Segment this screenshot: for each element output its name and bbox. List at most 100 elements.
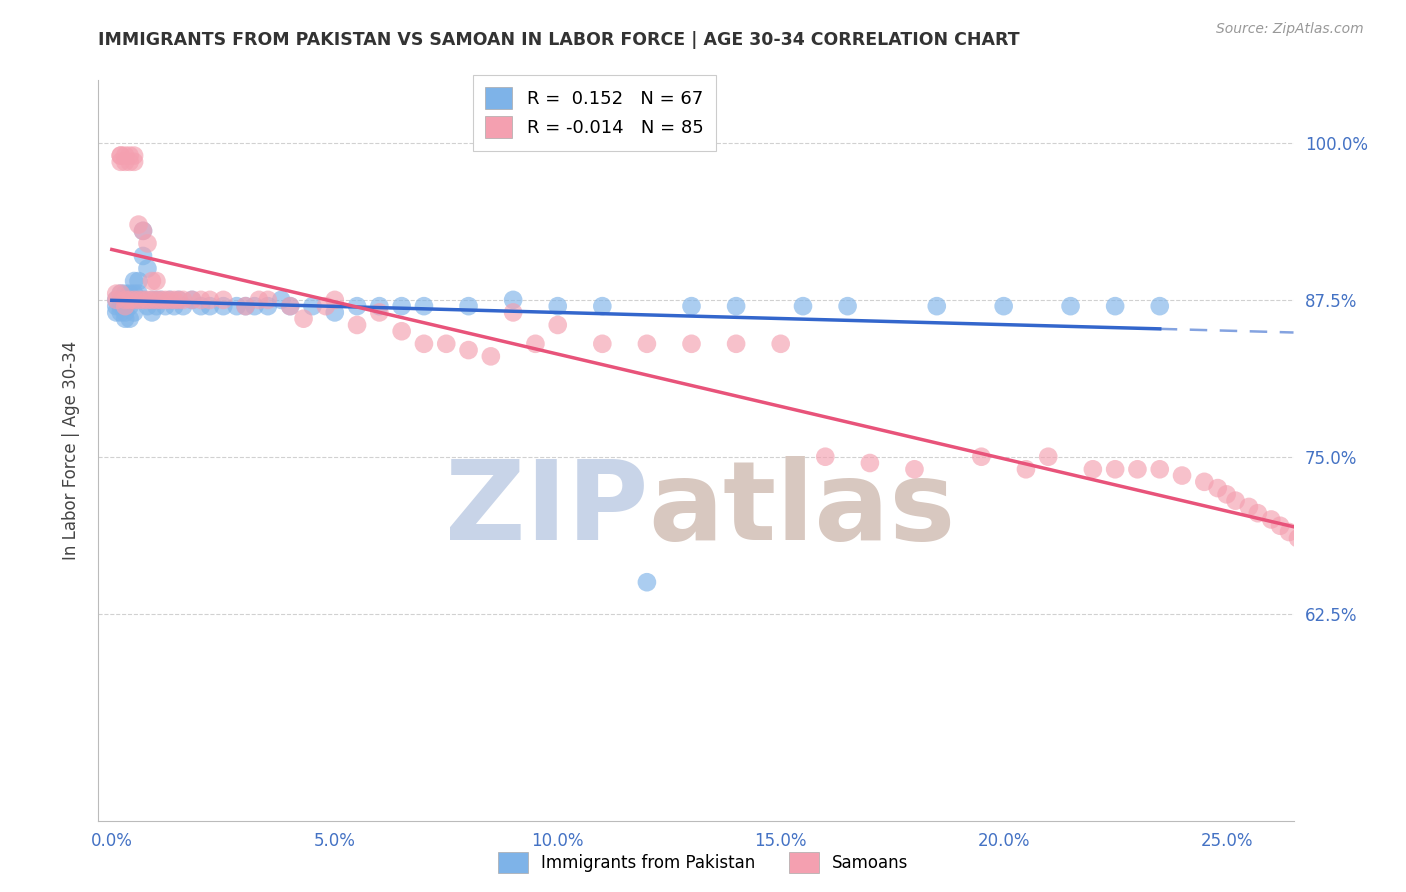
Point [1305, 544, 1327, 558]
Point [110, 154, 132, 169]
Point [391, 324, 413, 338]
Point [814, 450, 837, 464]
Point [122, 293, 145, 307]
Point [1015, 462, 1038, 476]
Point [457, 343, 479, 357]
Point [1149, 462, 1171, 476]
Point [110, 148, 132, 162]
Point [315, 299, 337, 313]
Point [114, 148, 136, 162]
Point [114, 299, 136, 313]
Point [149, 293, 172, 307]
Point [110, 286, 132, 301]
Point [1038, 450, 1060, 464]
Point [591, 299, 613, 313]
Point [301, 299, 323, 313]
Point [159, 293, 181, 307]
Point [132, 293, 155, 307]
Point [145, 299, 167, 313]
Point [118, 293, 141, 307]
Point [172, 299, 194, 313]
Point [141, 274, 163, 288]
Point [323, 293, 346, 307]
Y-axis label: In Labor Force | Age 30-34: In Labor Force | Age 30-34 [62, 341, 80, 560]
Point [547, 299, 569, 313]
Text: atlas: atlas [648, 456, 956, 563]
Point [212, 293, 235, 307]
Point [114, 311, 136, 326]
Point [155, 293, 177, 307]
Point [636, 336, 658, 351]
Point [114, 305, 136, 319]
Point [163, 299, 186, 313]
Point [681, 299, 703, 313]
Point [1126, 462, 1149, 476]
Point [1206, 481, 1229, 495]
Point [1059, 299, 1081, 313]
Legend: R =  0.152   N = 67, R = -0.014   N = 85: R = 0.152 N = 67, R = -0.014 N = 85 [472, 75, 716, 151]
Point [128, 293, 150, 307]
Point [413, 299, 436, 313]
Point [128, 286, 150, 301]
Point [122, 148, 145, 162]
Point [105, 293, 128, 307]
Point [903, 462, 925, 476]
Point [141, 305, 163, 319]
Point [1194, 475, 1216, 489]
Point [547, 318, 569, 332]
Point [145, 274, 167, 288]
Point [1104, 462, 1126, 476]
Point [479, 349, 502, 363]
Point [128, 274, 150, 288]
Point [167, 293, 190, 307]
Point [346, 318, 368, 332]
Point [1268, 518, 1291, 533]
Point [725, 299, 748, 313]
Point [105, 299, 128, 313]
Point [247, 293, 270, 307]
Point [198, 293, 221, 307]
Point [141, 293, 163, 307]
Point [391, 299, 413, 313]
Point [105, 293, 128, 307]
Point [190, 299, 212, 313]
Point [502, 305, 524, 319]
Point [118, 299, 141, 313]
Point [190, 293, 212, 307]
Point [105, 305, 128, 319]
Point [235, 299, 257, 313]
Point [225, 299, 247, 313]
Point [591, 336, 613, 351]
Point [105, 286, 128, 301]
Point [1323, 557, 1346, 571]
Point [970, 450, 993, 464]
Point [163, 293, 186, 307]
Point [122, 274, 145, 288]
Point [681, 336, 703, 351]
Point [1278, 524, 1301, 539]
Point [212, 299, 235, 313]
Point [136, 261, 159, 276]
Point [159, 293, 181, 307]
Point [1225, 493, 1247, 508]
Point [155, 299, 177, 313]
Point [132, 224, 155, 238]
Point [122, 305, 145, 319]
Point [1237, 500, 1260, 514]
Point [1081, 462, 1104, 476]
Text: Source: ZipAtlas.com: Source: ZipAtlas.com [1216, 22, 1364, 37]
Point [132, 249, 155, 263]
Point [270, 293, 292, 307]
Point [257, 299, 280, 313]
Point [434, 336, 457, 351]
Point [122, 154, 145, 169]
Point [636, 575, 658, 590]
Point [235, 299, 257, 313]
Point [167, 293, 190, 307]
Point [243, 299, 266, 313]
Point [110, 299, 132, 313]
Point [346, 299, 368, 313]
Point [136, 236, 159, 251]
Point [114, 293, 136, 307]
Point [149, 293, 172, 307]
